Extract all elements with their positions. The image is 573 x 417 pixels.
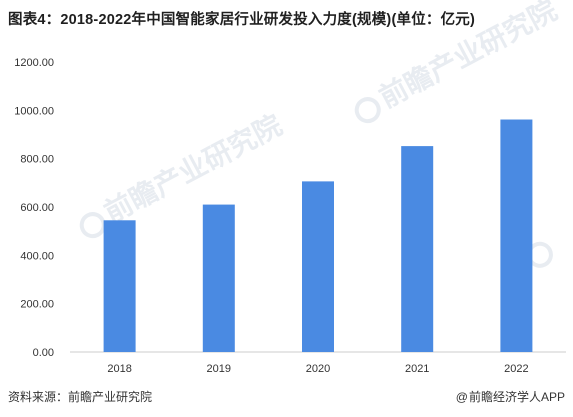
chart-title: 图表4：2018-2022年中国智能家居行业研发投入力度(规模)(单位：亿元) bbox=[8, 12, 476, 28]
x-tick-label: 2018 bbox=[107, 363, 131, 375]
y-tick-label: 600.00 bbox=[20, 202, 54, 214]
x-axis-ticks: 2018 2019 2020 2021 2022 bbox=[107, 363, 528, 375]
y-tick-label: 1200.00 bbox=[14, 57, 54, 69]
at-icon: @ bbox=[455, 390, 468, 404]
y-tick-label: 1000.00 bbox=[14, 105, 54, 117]
y-tick-label: 800.00 bbox=[20, 154, 54, 166]
y-tick-label: 400.00 bbox=[20, 250, 54, 262]
bar-2022 bbox=[500, 119, 533, 353]
y-axis-ticks: 0.00 200.00 400.00 600.00 800.00 1000.00 1200.… bbox=[14, 57, 54, 359]
bars-group bbox=[103, 119, 533, 353]
y-tick-label: 200.00 bbox=[20, 299, 54, 311]
x-tick-label: 2021 bbox=[405, 363, 429, 375]
bar-2019 bbox=[202, 204, 235, 352]
footer-brand-text: 前瞻经济学人APP bbox=[468, 390, 565, 404]
bar-2018 bbox=[103, 220, 136, 352]
bar-2020 bbox=[302, 181, 334, 352]
x-tick-label: 2022 bbox=[504, 363, 528, 375]
x-tick-label: 2020 bbox=[306, 363, 330, 375]
bar-2021 bbox=[401, 146, 434, 352]
x-tick-label: 2019 bbox=[207, 363, 231, 375]
source-label: 资料来源：前瞻产业研究院 bbox=[8, 390, 153, 404]
y-tick-label: 0.00 bbox=[33, 347, 54, 359]
footer-brand: @前瞻经济学人APP bbox=[456, 388, 565, 405]
